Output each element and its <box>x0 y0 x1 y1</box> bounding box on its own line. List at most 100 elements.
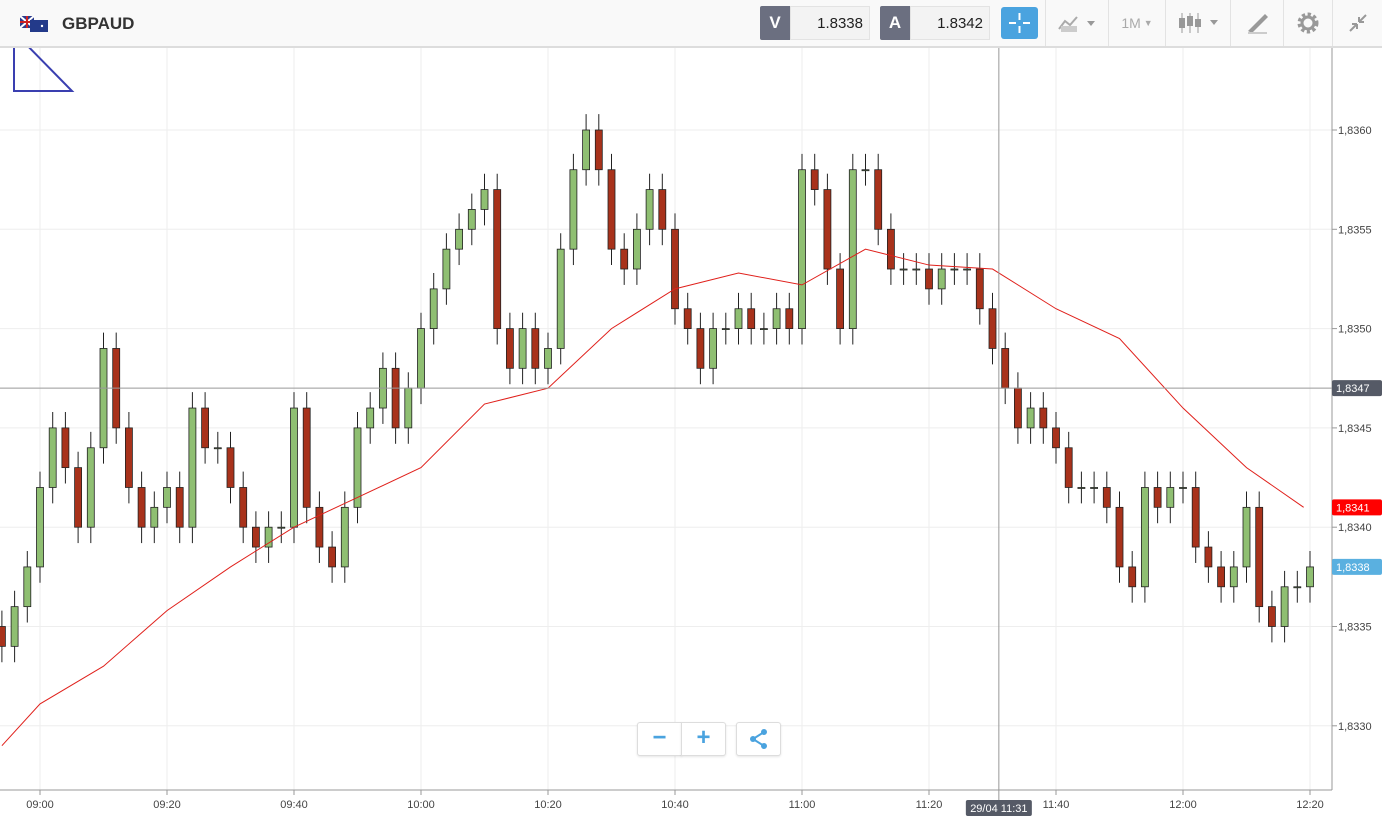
zoom-in-button[interactable]: + <box>681 722 726 756</box>
candle-up <box>1306 566 1314 588</box>
settings-button[interactable] <box>1283 0 1332 46</box>
candle-down <box>201 407 210 449</box>
candle-up <box>290 407 298 528</box>
candle-up <box>86 447 95 528</box>
last-price-label-bg <box>1332 499 1382 516</box>
moving-average-line <box>1 248 1304 746</box>
timeframe-dropdown[interactable]: 1M ▼ <box>1108 0 1165 46</box>
crosshair-button[interactable] <box>1001 7 1038 39</box>
indicators-icon <box>1058 16 1095 32</box>
candle-down <box>1001 348 1010 389</box>
candle-down <box>505 328 514 369</box>
x-tick-label: 11:40 <box>1043 799 1070 811</box>
candle-up <box>861 169 870 172</box>
candle-up <box>277 526 286 529</box>
candle-up <box>772 308 781 329</box>
candle-down <box>1255 506 1264 608</box>
candle-up <box>99 348 108 449</box>
candle-down <box>747 308 756 329</box>
candle-down <box>391 367 400 429</box>
buy-label[interactable]: A <box>880 6 910 40</box>
x-tick-label: 10:40 <box>661 799 689 811</box>
bid-price-label-bg <box>1332 558 1382 575</box>
candle-down <box>785 308 794 329</box>
share-button[interactable] <box>736 722 781 756</box>
candle-down <box>531 328 540 369</box>
candle-up <box>213 447 222 450</box>
candle-up <box>264 526 273 548</box>
candle-down <box>887 228 895 270</box>
indicators-button[interactable] <box>1045 0 1108 46</box>
candle-down <box>975 268 984 310</box>
y-tick-label: 1,8330 <box>1338 721 1372 733</box>
candle-up <box>366 407 375 429</box>
candle-up <box>899 268 908 271</box>
candle-down <box>125 427 133 488</box>
candle-down <box>620 248 629 270</box>
draw-button[interactable] <box>1230 0 1283 46</box>
triangle-drawing <box>13 48 75 92</box>
last-price-label: 1,8341 <box>1336 502 1370 514</box>
symbol-title: GBPAUD <box>62 14 135 33</box>
candle-up <box>1166 487 1175 508</box>
candle-up <box>734 308 743 329</box>
candle-down <box>925 268 933 290</box>
candle-up <box>518 328 527 369</box>
candle-down <box>671 228 679 310</box>
candle-up <box>912 268 921 271</box>
candle-down <box>226 447 235 488</box>
candle-down <box>1191 487 1200 548</box>
candle-up <box>937 268 946 290</box>
x-tick-label: 11:20 <box>916 799 943 811</box>
price-chart[interactable]: 1,8360 1,8355 1,8350 1,8345 1,8340 1,8335 1,83… <box>0 48 1382 819</box>
candle-up <box>480 189 489 210</box>
candle-up <box>1026 407 1035 429</box>
candle-up <box>340 506 349 568</box>
zoom-out-button[interactable]: − <box>637 722 682 756</box>
sell-price[interactable]: 1.8338 <box>790 6 870 40</box>
candle-up <box>150 506 159 528</box>
candle-down <box>594 129 603 171</box>
candle-up <box>455 228 464 250</box>
candle-down <box>1128 566 1137 588</box>
candle-down <box>315 506 324 548</box>
candle-up <box>1141 487 1149 588</box>
candle-down <box>1052 427 1060 449</box>
candle-down <box>74 467 82 528</box>
candle-down <box>1153 487 1162 508</box>
x-tick-label: 10:00 <box>407 799 435 811</box>
candle-up <box>950 268 959 271</box>
crosshair-time-bg <box>965 800 1032 816</box>
buy-price[interactable]: 1.8342 <box>910 6 990 40</box>
candle-up <box>404 387 413 429</box>
sell-label[interactable]: V <box>760 6 790 40</box>
candle-down <box>1102 487 1111 508</box>
candle-down <box>137 487 146 528</box>
candle-down <box>1064 447 1073 488</box>
candle-up <box>188 407 197 528</box>
x-tick-label: 09:20 <box>153 799 181 811</box>
candle-down <box>328 546 337 568</box>
candle-up <box>429 288 438 330</box>
draw-icon <box>1248 14 1268 34</box>
collapse-button[interactable] <box>1332 0 1382 46</box>
y-tick-label: 1,8350 <box>1338 324 1372 336</box>
candle-up <box>23 566 32 608</box>
crosshair-price-label: 1,8347 <box>1336 383 1370 395</box>
x-tick-label: 12:00 <box>1169 799 1197 811</box>
candle-down <box>302 407 311 508</box>
bid-price-label: 1,8338 <box>1336 562 1370 574</box>
candle-up <box>442 248 451 290</box>
chart-type-button[interactable] <box>1165 0 1230 46</box>
gb-au-flag-icon <box>20 16 48 32</box>
candle-down <box>1217 566 1225 588</box>
share-icon <box>749 729 767 749</box>
candle-up <box>798 169 806 330</box>
candle-down <box>175 487 184 528</box>
candle-up <box>48 427 57 488</box>
gear-icon <box>1297 12 1319 34</box>
candle-type-icon <box>1179 13 1218 33</box>
collapse-icon <box>1349 14 1367 32</box>
candle-down <box>607 169 616 250</box>
candle-up <box>645 189 654 230</box>
